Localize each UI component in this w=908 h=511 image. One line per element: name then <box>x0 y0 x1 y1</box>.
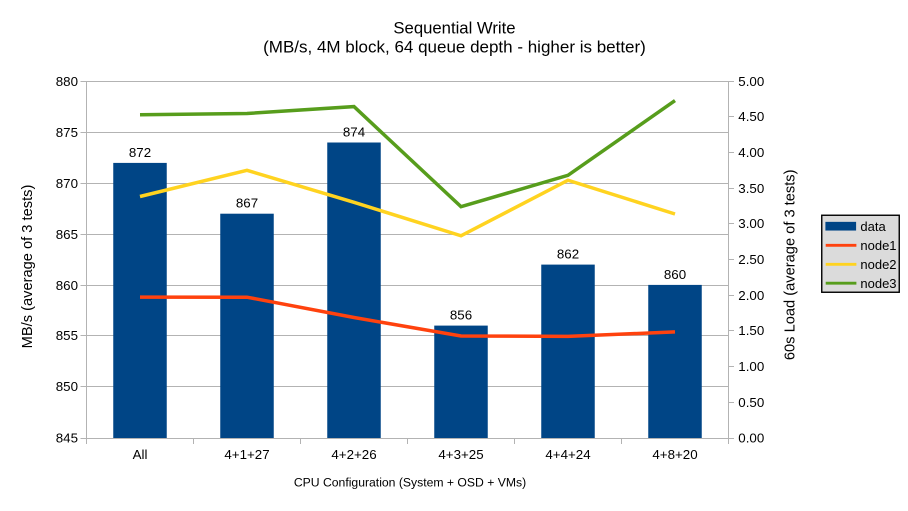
svg-text:845: 845 <box>56 430 78 445</box>
svg-text:1.50: 1.50 <box>738 323 764 338</box>
svg-text:865: 865 <box>56 227 78 242</box>
svg-text:data: data <box>860 219 886 234</box>
svg-text:4+2+26: 4+2+26 <box>331 447 376 462</box>
svg-text:0.00: 0.00 <box>738 430 764 445</box>
svg-text:862: 862 <box>557 247 579 262</box>
svg-text:node3: node3 <box>860 276 896 291</box>
svg-text:2.00: 2.00 <box>738 288 764 303</box>
svg-text:2.50: 2.50 <box>738 252 764 267</box>
svg-text:872: 872 <box>129 145 151 160</box>
svg-text:874: 874 <box>343 125 366 140</box>
svg-text:4.50: 4.50 <box>738 109 764 124</box>
svg-text:867: 867 <box>236 196 258 211</box>
svg-text:node2: node2 <box>860 257 896 272</box>
svg-text:(MB/s, 4M block, 64 queue dept: (MB/s, 4M block, 64 queue depth - higher… <box>263 37 646 56</box>
svg-text:1.00: 1.00 <box>738 359 764 374</box>
svg-text:880: 880 <box>56 74 78 89</box>
svg-text:855: 855 <box>56 328 78 343</box>
svg-text:MB/s (average of 3 tests): MB/s (average of 3 tests) <box>20 185 36 349</box>
svg-text:875: 875 <box>56 125 78 140</box>
svg-text:Sequential Write: Sequential Write <box>393 19 515 38</box>
svg-text:4+8+20: 4+8+20 <box>652 447 697 462</box>
svg-text:4.00: 4.00 <box>738 145 764 160</box>
svg-text:4+4+24: 4+4+24 <box>545 447 591 462</box>
svg-text:870: 870 <box>56 176 78 191</box>
svg-text:node1: node1 <box>860 238 896 253</box>
svg-text:3.00: 3.00 <box>738 216 764 231</box>
svg-text:0.50: 0.50 <box>738 395 764 410</box>
svg-text:60s Load (average of 3 tests): 60s Load (average of 3 tests) <box>783 169 799 360</box>
svg-text:CPU Configuration (System + OS: CPU Configuration (System + OSD + VMs) <box>294 476 526 490</box>
svg-text:All: All <box>133 447 148 462</box>
svg-text:860: 860 <box>664 267 686 282</box>
svg-text:4+3+25: 4+3+25 <box>438 447 483 462</box>
svg-text:856: 856 <box>450 308 472 323</box>
svg-text:860: 860 <box>56 278 78 293</box>
svg-text:850: 850 <box>56 379 78 394</box>
svg-text:4+1+27: 4+1+27 <box>224 447 269 462</box>
svg-text:5.00: 5.00 <box>738 74 764 89</box>
svg-text:3.50: 3.50 <box>738 181 764 196</box>
